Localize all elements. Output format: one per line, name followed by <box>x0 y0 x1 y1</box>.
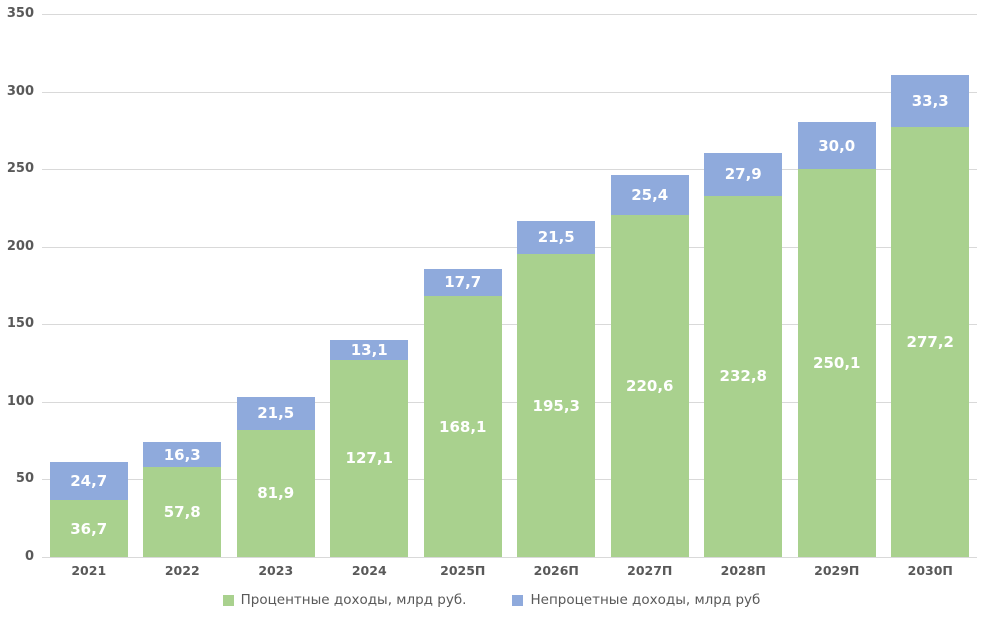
bar-value-label: 13,1 <box>350 340 388 359</box>
legend-label: Процентные доходы, млрд руб. <box>240 592 467 608</box>
x-axis-tick-label: 2025П <box>440 563 486 578</box>
y-axis-tick-label: 250 <box>6 161 34 177</box>
bar-value-label: 17,7 <box>444 273 482 292</box>
gridline <box>42 557 977 558</box>
bar-segment: 277,2 <box>891 126 970 557</box>
y-axis-tick-label: 50 <box>15 471 34 487</box>
gridline <box>42 401 977 403</box>
bar-column: 277,2 33,3 <box>884 14 978 557</box>
legend-item-noninterest-income: Непроцетные доходы, млрд руб <box>512 592 760 608</box>
bar-value-label: 36,7 <box>70 519 108 538</box>
x-axis-tick-label: 2023 <box>258 563 294 578</box>
gridline <box>42 479 977 481</box>
bar-column: 57,8 16,3 <box>136 14 230 557</box>
bar-segment: 57,8 <box>143 467 222 557</box>
bar-column: 36,7 24,7 <box>42 14 136 557</box>
legend-label: Непроцетные доходы, млрд руб <box>530 592 761 608</box>
x-axis-tick-label: 2021 <box>71 563 107 578</box>
bar-column: 195,3 21,5 <box>510 14 604 557</box>
y-axis: 0 50 100 150 200 250 300 350 <box>0 0 36 619</box>
bar-value-label: 168,1 <box>439 417 487 436</box>
y-axis-tick-label: 0 <box>24 549 34 565</box>
bar-segment: 81,9 <box>236 429 315 557</box>
gridline <box>42 324 977 326</box>
bar-value-label: 27,9 <box>724 165 762 184</box>
bar-value-label: 33,3 <box>911 92 949 111</box>
bar-segment: 232,8 <box>704 195 783 557</box>
x-axis-tick-label: 2030П <box>907 563 953 578</box>
y-axis-tick-label: 200 <box>6 238 34 254</box>
x-axis-tick-label: 2029П <box>814 563 860 578</box>
y-axis-tick-label: 350 <box>6 6 34 22</box>
bar-column: 220,6 25,4 <box>603 14 697 557</box>
y-axis-tick-label: 300 <box>6 83 34 99</box>
bar-segment: 195,3 <box>517 254 596 557</box>
bar-value-label: 220,6 <box>626 376 674 395</box>
bar-segment: 220,6 <box>610 214 689 557</box>
bar-value-label: 57,8 <box>163 503 201 522</box>
legend-swatch-green <box>222 594 234 606</box>
bar-segment: 21,5 <box>236 396 315 430</box>
gridline <box>42 91 977 93</box>
bar-value-label: 21,5 <box>257 404 295 423</box>
x-axis-tick-label: 2027П <box>627 563 673 578</box>
bar-value-label: 127,1 <box>345 449 393 468</box>
bar-value-label: 195,3 <box>532 396 580 415</box>
bar-segment: 33,3 <box>891 75 970 127</box>
plot-area: 36,7 24,7 57,8 16,3 81,9 21,5 127,1 13,1 168,1 17… <box>42 14 978 558</box>
bar-value-label: 277,2 <box>906 332 954 351</box>
legend-item-interest-income: Процентные доходы, млрд руб. <box>222 592 467 608</box>
bar-segment: 24,7 <box>49 461 128 501</box>
bar-segment: 21,5 <box>517 220 596 255</box>
x-axis: 2021 2022 2023 2024 2025П 2026П 2027П 2028П 2029… <box>0 563 983 583</box>
x-axis-tick-label: 2028П <box>720 563 766 578</box>
x-axis-tick-label: 2026П <box>533 563 579 578</box>
bar-value-label: 250,1 <box>813 354 861 372</box>
x-axis-tick-label: 2024 <box>351 563 387 578</box>
bar-segment: 17,7 <box>423 268 502 297</box>
bar-segment: 250,1 <box>797 169 876 557</box>
bar-segment: 16,3 <box>143 442 222 468</box>
bar-segment: 168,1 <box>423 296 502 557</box>
bar-value-label: 21,5 <box>537 228 575 247</box>
legend: Процентные доходы, млрд руб. Непроцетные… <box>0 592 983 608</box>
bar-value-label: 25,4 <box>631 186 669 205</box>
y-axis-tick-label: 100 <box>6 394 34 410</box>
gridline <box>42 246 977 248</box>
bar-segment: 25,4 <box>610 175 689 215</box>
x-axis-tick-label: 2022 <box>164 563 200 578</box>
bar-column: 250,1 30,0 <box>790 14 884 557</box>
bar-value-label: 232,8 <box>719 367 767 386</box>
bar-segment: 127,1 <box>330 359 409 557</box>
gridline <box>42 169 977 171</box>
bar-value-label: 81,9 <box>257 484 295 503</box>
gridline <box>42 14 977 15</box>
bar-column: 232,8 27,9 <box>697 14 791 557</box>
bar-value-label: 24,7 <box>70 471 108 490</box>
bar-column: 127,1 13,1 <box>323 14 417 557</box>
bar-column: 81,9 21,5 <box>229 14 323 557</box>
bar-value-label: 16,3 <box>163 445 201 464</box>
bar-segment: 30,0 <box>797 122 876 169</box>
bar-value-label: 30,0 <box>818 136 856 155</box>
legend-swatch-blue <box>512 594 524 606</box>
bar-segment: 27,9 <box>704 152 783 196</box>
bar-segment: 36,7 <box>49 500 128 557</box>
bar-column: 168,1 17,7 <box>416 14 510 557</box>
bar-segment: 13,1 <box>330 339 409 360</box>
y-axis-tick-label: 150 <box>6 316 34 332</box>
